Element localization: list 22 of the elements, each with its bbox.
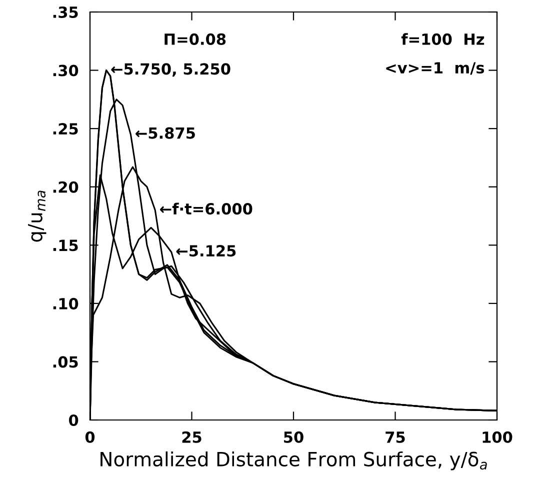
- x-tick-label: 75: [386, 432, 405, 443]
- x-tick-label: 0: [85, 431, 95, 443]
- annotation: ←5.875: [136, 127, 195, 139]
- y-tick-label: .20: [53, 181, 78, 193]
- y-tick-label: .35: [53, 6, 78, 18]
- annotation: ←5.125: [176, 245, 236, 257]
- x-tick-label: 50: [284, 431, 304, 443]
- annotation: ←5.750, 5.250: [111, 63, 230, 77]
- annotation: f=100 Hz: [401, 33, 484, 45]
- annotation: ←f·t=6.000: [160, 202, 252, 215]
- x-axis-title: Normalized Distance From Surface, y/δ$_{a}$: [100, 451, 487, 470]
- y-tick-label: 0: [68, 414, 78, 426]
- y-tick-label: .30: [53, 64, 78, 76]
- annotation: Π=0.08: [164, 33, 226, 45]
- y-tick-label: .15: [53, 240, 78, 252]
- x-tick-label: 25: [182, 431, 202, 443]
- y-axis-title: q/u$_{ma}$: [28, 190, 46, 242]
- y-tick-label: .05: [53, 356, 78, 368]
- y-tick-label: .10: [53, 298, 78, 310]
- annotation: <v>=1 m/s: [386, 62, 484, 75]
- x-tick-label: 100: [482, 431, 512, 443]
- y-tick-label: .25: [53, 123, 78, 135]
